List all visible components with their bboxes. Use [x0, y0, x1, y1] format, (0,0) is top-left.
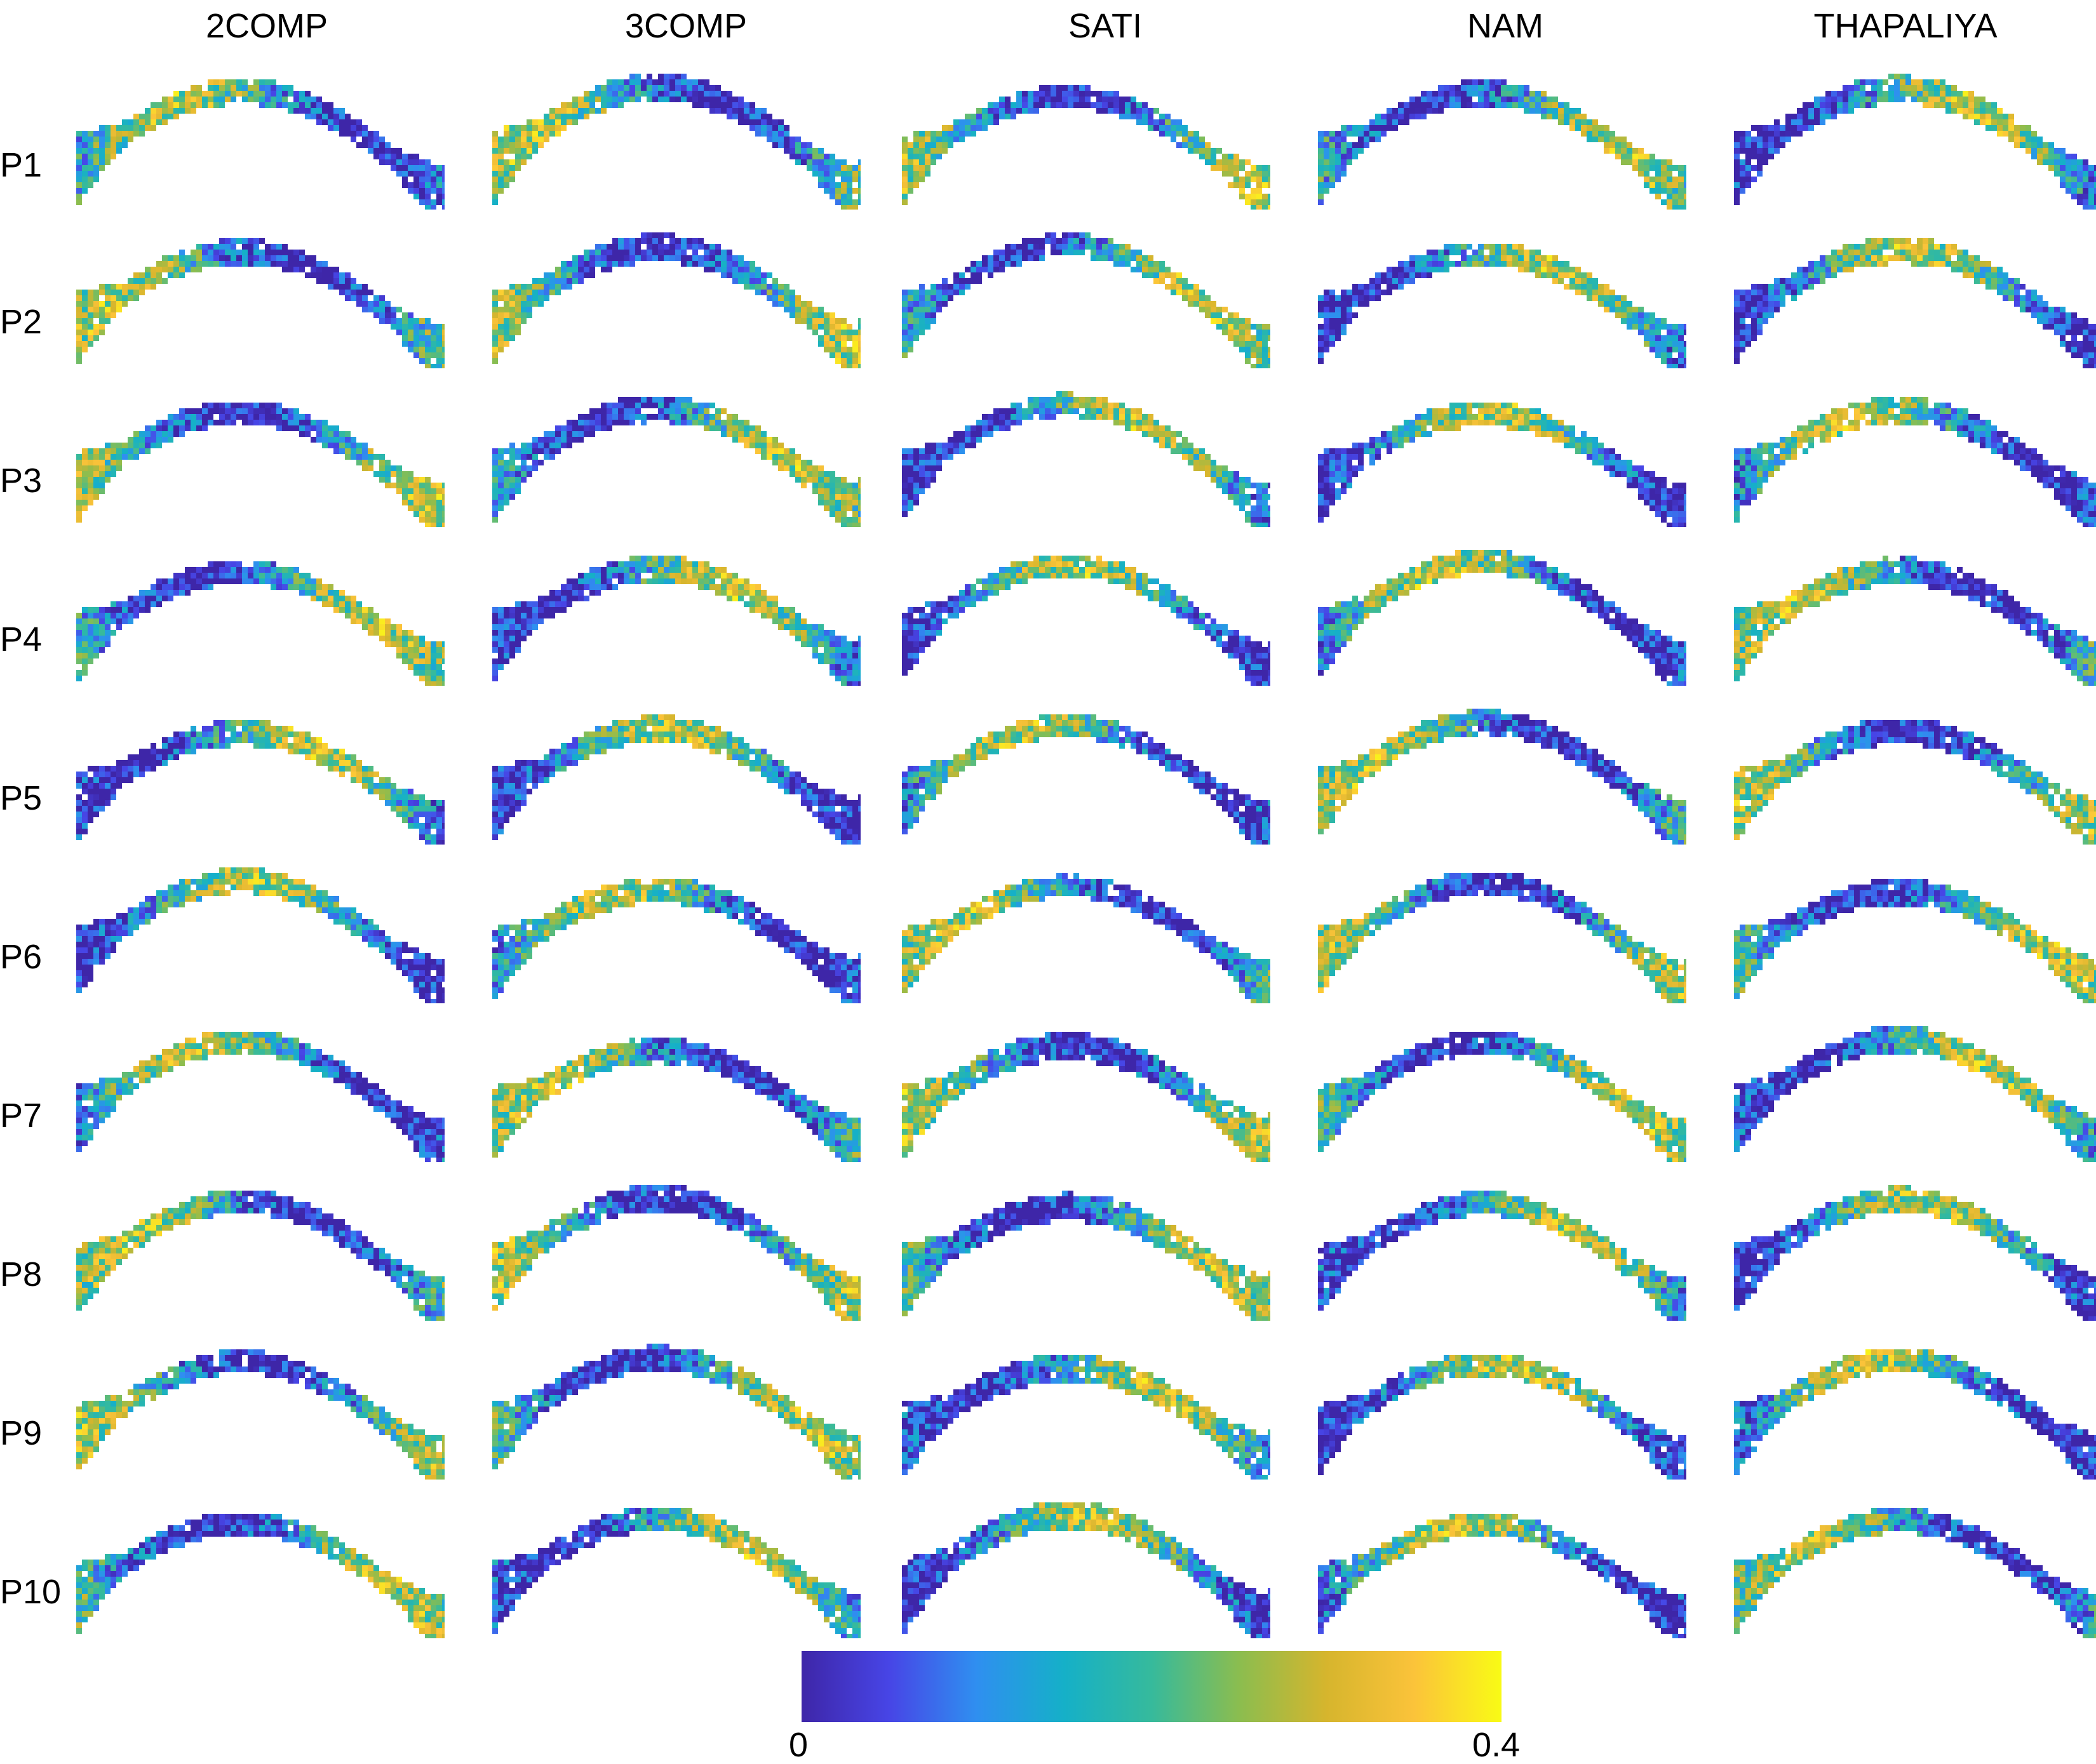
corpus-callosum-map-p10-col1	[76, 1480, 445, 1638]
corpus-callosum-map-p8-col5	[1734, 1162, 2096, 1321]
row-label-p10: P10	[0, 1570, 61, 1614]
corpus-callosum-map-p3-col2	[492, 368, 861, 527]
corpus-callosum-map-p7-col4	[1318, 1003, 1686, 1162]
colorbar-min-label: 0	[789, 1726, 808, 1764]
corpus-callosum-map-p4-col2	[492, 527, 861, 686]
corpus-callosum-map-p10-col2	[492, 1480, 861, 1638]
corpus-callosum-map-p7-col2	[492, 1003, 861, 1162]
corpus-callosum-map-p5-col2	[492, 686, 861, 845]
corpus-callosum-map-p3-col1	[76, 368, 445, 527]
row-label-p7: P7	[0, 1093, 42, 1138]
column-header-nam: NAM	[1296, 4, 1715, 48]
corpus-callosum-map-p2-col1	[76, 210, 445, 368]
corpus-callosum-map-p10-col3	[902, 1480, 1270, 1638]
row-label-p9: P9	[0, 1411, 42, 1455]
corpus-callosum-map-p7-col3	[902, 1003, 1270, 1162]
corpus-callosum-map-p9-col3	[902, 1321, 1270, 1480]
corpus-callosum-map-p4-col4	[1318, 527, 1686, 686]
corpus-callosum-map-p4-col1	[76, 527, 445, 686]
corpus-callosum-map-p9-col5	[1734, 1321, 2096, 1480]
corpus-callosum-map-p9-col2	[492, 1321, 861, 1480]
corpus-callosum-map-p3-col5	[1734, 368, 2096, 527]
row-label-p1: P1	[0, 143, 42, 187]
corpus-callosum-map-p6-col2	[492, 845, 861, 1003]
corpus-callosum-map-p1-col3	[902, 51, 1270, 210]
row-label-p8: P8	[0, 1252, 42, 1297]
corpus-callosum-map-p3-col3	[902, 368, 1270, 527]
corpus-callosum-map-p1-col4	[1318, 51, 1686, 210]
corpus-callosum-map-p6-col4	[1318, 845, 1686, 1003]
column-header-thapaliya: THAPALIYA	[1696, 4, 2096, 48]
corpus-callosum-map-p1-col1	[76, 51, 445, 210]
corpus-callosum-map-p10-col4	[1318, 1480, 1686, 1638]
corpus-callosum-map-p6-col3	[902, 845, 1270, 1003]
corpus-callosum-map-p2-col4	[1318, 210, 1686, 368]
row-label-p5: P5	[0, 776, 42, 820]
corpus-callosum-map-p3-col4	[1318, 368, 1686, 527]
row-label-p2: P2	[0, 300, 42, 344]
column-header-2comp: 2COMP	[57, 4, 476, 48]
corpus-callosum-map-p6-col1	[76, 845, 445, 1003]
corpus-callosum-map-p2-col3	[902, 210, 1270, 368]
colorbar	[802, 1651, 1501, 1722]
corpus-callosum-map-p7-col1	[76, 1003, 445, 1162]
corpus-callosum-map-p1-col5	[1734, 51, 2096, 210]
corpus-callosum-map-p8-col4	[1318, 1162, 1686, 1321]
row-label-p4: P4	[0, 617, 42, 662]
corpus-callosum-map-p9-col4	[1318, 1321, 1686, 1480]
corpus-callosum-map-p6-col5	[1734, 845, 2096, 1003]
corpus-callosum-map-p7-col5	[1734, 1003, 2096, 1162]
corpus-callosum-map-p8-col3	[902, 1162, 1270, 1321]
corpus-callosum-map-p9-col1	[76, 1321, 445, 1480]
corpus-callosum-map-p8-col1	[76, 1162, 445, 1321]
row-label-p3: P3	[0, 458, 42, 503]
corpus-callosum-map-p5-col3	[902, 686, 1270, 845]
colorbar-max-label: 0.4	[1472, 1726, 1520, 1764]
corpus-callosum-map-p4-col5	[1734, 527, 2096, 686]
column-header-sati: SATI	[896, 4, 1315, 48]
corpus-callosum-map-p5-col5	[1734, 686, 2096, 845]
corpus-callosum-map-p4-col3	[902, 527, 1270, 686]
row-label-p6: P6	[0, 935, 42, 979]
column-header-3comp: 3COMP	[476, 4, 896, 48]
corpus-callosum-map-p2-col5	[1734, 210, 2096, 368]
corpus-callosum-map-p8-col2	[492, 1162, 861, 1321]
corpus-callosum-map-p1-col2	[492, 51, 861, 210]
corpus-callosum-map-p2-col2	[492, 210, 861, 368]
corpus-callosum-map-p5-col1	[76, 686, 445, 845]
corpus-callosum-map-p5-col4	[1318, 686, 1686, 845]
corpus-callosum-map-p10-col5	[1734, 1480, 2096, 1638]
